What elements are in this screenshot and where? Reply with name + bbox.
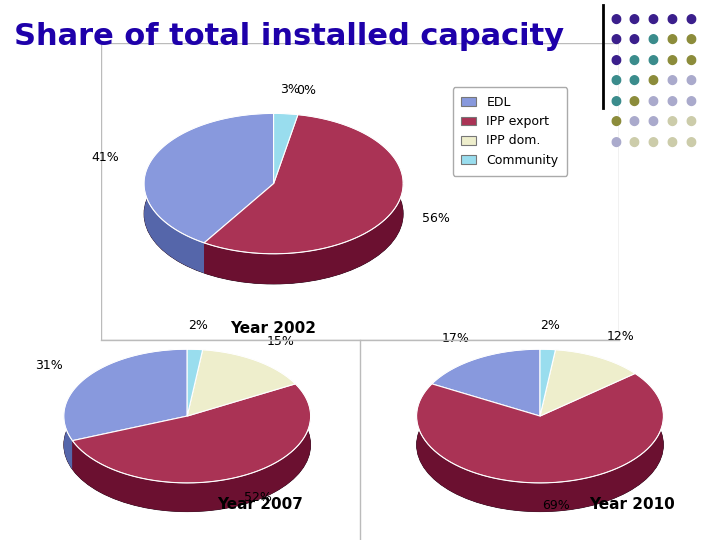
Polygon shape [73,384,310,512]
Text: ⬤: ⬤ [666,75,678,85]
Text: ⬤: ⬤ [666,96,678,106]
Text: ⬤: ⬤ [647,116,659,126]
Text: 52%: 52% [244,491,272,504]
Polygon shape [73,416,187,469]
Text: ⬤: ⬤ [647,75,659,85]
Text: ⬤: ⬤ [685,116,696,126]
Polygon shape [64,349,187,469]
Text: 15%: 15% [267,335,294,348]
Text: ⬤: ⬤ [629,14,640,24]
Polygon shape [202,350,295,413]
Text: ⬤: ⬤ [666,14,678,24]
Polygon shape [432,349,540,413]
Polygon shape [417,374,663,483]
Text: ⬤: ⬤ [629,137,640,147]
Text: ⬤: ⬤ [629,116,640,126]
Polygon shape [64,349,187,441]
Text: ⬤: ⬤ [666,116,678,126]
Polygon shape [540,349,555,379]
Text: ⬤: ⬤ [629,96,640,106]
Polygon shape [432,349,540,416]
Text: ⬤: ⬤ [610,34,621,44]
Text: ⬤: ⬤ [666,137,678,147]
Text: 0%: 0% [297,84,316,97]
Polygon shape [187,350,295,416]
Text: ⬤: ⬤ [647,96,659,106]
Text: 69%: 69% [542,500,570,512]
Text: ⬤: ⬤ [610,55,621,65]
Text: ⬤: ⬤ [685,96,696,106]
Text: ⬤: ⬤ [610,137,621,147]
Ellipse shape [417,378,663,512]
Text: ⬤: ⬤ [666,34,678,44]
Polygon shape [417,374,663,512]
Polygon shape [204,114,403,254]
Text: 2%: 2% [541,320,560,333]
Text: 41%: 41% [91,151,120,164]
Text: 56%: 56% [423,212,450,225]
Text: ⬤: ⬤ [685,75,696,85]
Text: 12%: 12% [606,330,634,343]
Text: ⬤: ⬤ [610,116,621,126]
Polygon shape [187,349,202,416]
Polygon shape [540,350,635,416]
Text: ⬤: ⬤ [647,34,659,44]
Text: ⬤: ⬤ [685,137,696,147]
Polygon shape [204,184,274,273]
Text: ⬤: ⬤ [610,14,621,24]
Text: ⬤: ⬤ [647,14,659,24]
Polygon shape [274,113,298,145]
Polygon shape [144,113,274,243]
Text: ⬤: ⬤ [685,14,696,24]
Polygon shape [204,114,403,284]
Text: ⬤: ⬤ [629,55,640,65]
Text: Year 2002: Year 2002 [230,321,317,335]
Polygon shape [187,349,202,379]
Text: ⬤: ⬤ [629,75,640,85]
Polygon shape [540,349,555,416]
Text: 31%: 31% [35,359,63,372]
Text: ⬤: ⬤ [647,137,659,147]
Text: ⬤: ⬤ [610,75,621,85]
Legend: EDL, IPP export, IPP dom., Community: EDL, IPP export, IPP dom., Community [453,87,567,176]
Polygon shape [274,113,298,184]
Ellipse shape [144,144,403,284]
Polygon shape [73,416,187,469]
Ellipse shape [64,378,310,512]
Text: ⬤: ⬤ [685,34,696,44]
Text: ⬤: ⬤ [610,96,621,106]
Text: ⬤: ⬤ [629,34,640,44]
Text: 17%: 17% [441,332,469,345]
Text: Year 2010: Year 2010 [589,497,675,512]
Text: ⬤: ⬤ [666,55,678,65]
Polygon shape [204,184,274,273]
Polygon shape [555,350,635,402]
Polygon shape [73,384,310,483]
Polygon shape [144,113,274,273]
Text: Year 2007: Year 2007 [217,497,302,512]
Text: ⬤: ⬤ [685,55,696,65]
Text: 2%: 2% [188,320,207,333]
Text: 3%: 3% [280,83,300,96]
Text: Share of total installed capacity: Share of total installed capacity [14,22,564,51]
Text: ⬤: ⬤ [647,55,659,65]
